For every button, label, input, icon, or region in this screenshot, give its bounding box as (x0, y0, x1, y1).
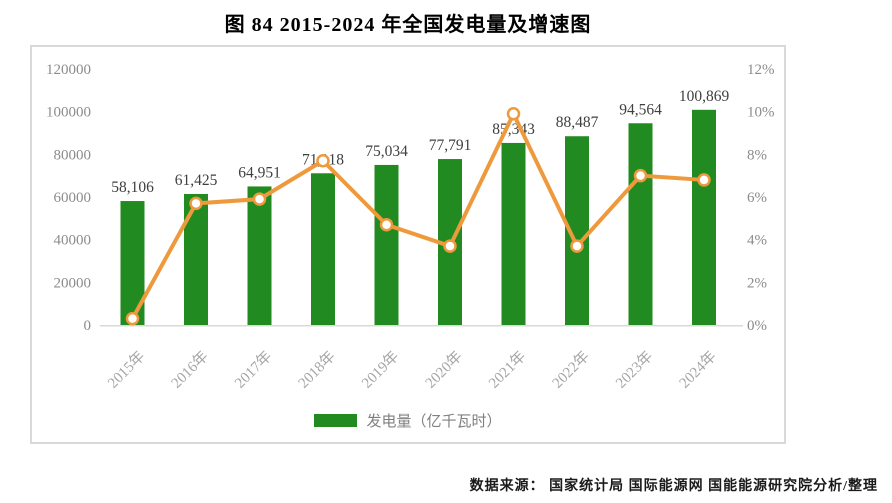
right-axis-tick-label: 10% (747, 105, 775, 121)
bar-value-label: 100,869 (679, 88, 730, 105)
x-axis-category-label: 2021年 (485, 348, 529, 392)
right-axis-tick-label: 2% (747, 275, 767, 291)
left-axis-tick-label: 20000 (54, 275, 92, 291)
left-axis-tick-label: 80000 (54, 147, 92, 163)
line-marker-2015年 (125, 311, 140, 326)
legend-bar-swatch (314, 414, 358, 427)
line-marker-2022年 (570, 239, 584, 253)
left-axis-tick-label: 120000 (46, 62, 91, 78)
data-source: 数据来源： 国家统计局 国际能源网 国能能源研究院分析/整理 (469, 479, 878, 494)
bar-value-label: 88,487 (556, 114, 599, 131)
chart-frame: 0 20000 40000 60000 80000 100000 120000 0% 2% 4% 6… (30, 45, 786, 444)
bar-value-label: 58,106 (111, 179, 154, 196)
right-axis-tick-label: 12% (747, 62, 775, 78)
line-marker-2017年 (252, 192, 267, 206)
x-axis-category-label: 2022年 (549, 348, 593, 392)
x-axis-category-label: 2023年 (612, 348, 656, 392)
x-axis-category-label: 2018年 (295, 348, 339, 392)
chart-title: 图 84 2015-2024 年全国发电量及增速图 (224, 14, 592, 36)
x-axis-category-label: 2015年 (104, 348, 148, 392)
right-axis-tick-label: 8% (747, 147, 767, 163)
x-axis-category-label: 2019年 (358, 348, 402, 392)
line-marker-2016年 (189, 196, 203, 211)
bar-value-label: 85,343 (492, 121, 535, 138)
legend-bar-label: 发电量（亿千瓦时） (366, 414, 502, 430)
left-axis-tick-label: 0 (84, 318, 92, 334)
bar-2024年 (692, 109, 716, 325)
right-axis-tick-label: 4% (747, 233, 767, 249)
left-axis-tick-label: 60000 (54, 190, 92, 206)
bar-2017年 (247, 186, 272, 325)
bar-2016年 (184, 193, 208, 325)
bar-2019年 (374, 164, 399, 325)
right-axis-tick-label: 0% (747, 318, 767, 334)
left-axis-tick-label: 40000 (54, 233, 92, 249)
bar-value-label: 75,034 (365, 143, 408, 160)
line-marker-2020年 (443, 239, 457, 253)
combo-chart: 0 20000 40000 60000 80000 100000 120000 0% 2% 4% 6… (46, 62, 775, 392)
bar-2023年 (628, 123, 653, 326)
x-axis-category-label: 2024年 (676, 348, 720, 392)
bar-value-label: 94,564 (619, 101, 662, 118)
x-axis-category-label: 2017年 (231, 348, 275, 392)
bar-value-label: 61,425 (175, 172, 218, 189)
bar-2021年 (501, 142, 526, 325)
line-marker-2024年 (697, 173, 711, 187)
right-axis-tick-label: 6% (747, 190, 767, 206)
line-marker-2019年 (379, 217, 394, 232)
line-marker-2021年 (506, 107, 521, 121)
bar-2018年 (311, 173, 335, 325)
line-marker-2023年 (633, 168, 648, 183)
x-axis-category-label: 2016年 (168, 348, 212, 392)
legend: 发电量（亿千瓦时） (32, 410, 784, 431)
growth-line (130, 111, 706, 321)
bar-value-label: 64,951 (238, 164, 281, 181)
bar-value-label: 77,791 (429, 137, 472, 154)
line-marker-2018年 (316, 153, 330, 168)
x-axis-category-label: 2020年 (422, 348, 466, 392)
left-axis-tick-label: 100000 (46, 105, 91, 121)
